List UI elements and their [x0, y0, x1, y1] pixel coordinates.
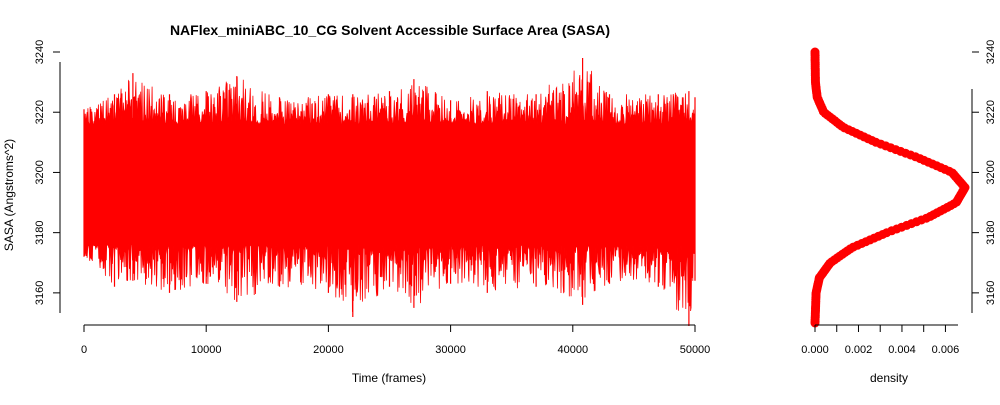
sasa-time-series-plot: 0 10000 20000 30000 40000 50000 3160318032003…: [2, 40, 710, 385]
density-x-axis-label: density: [870, 371, 908, 385]
x-tick-label: 50000: [680, 344, 711, 356]
density-y-tick-label: 3240: [985, 40, 997, 64]
x-axis-label: Time (frames): [352, 371, 426, 385]
density-point: [810, 47, 820, 57]
density-y-tick-label: 3180: [985, 220, 997, 244]
y-tick-label: 3200: [34, 160, 46, 184]
density-x-tick-label: 0.006: [932, 344, 960, 356]
sasa-trace: [83, 58, 696, 326]
density-x-tick-label: 0.004: [888, 344, 916, 356]
density-y-axis-ticks: 3160 3180 3200 3220 3240: [972, 40, 997, 305]
density-y-tick-label: 3200: [985, 160, 997, 184]
density-y-tick-label: 3160: [985, 281, 997, 305]
density-curve: [810, 47, 970, 328]
density-plot: 0.000 0.002 0.004 0.006 3160 3180 3200 3220 324…: [801, 40, 997, 385]
y-tick-label: 3160: [34, 281, 46, 305]
x-tick-label: 10000: [191, 344, 222, 356]
density-x-tick-label: 0.000: [801, 344, 829, 356]
y-axis-ticks: 3160 3180 3200 3220 3240: [34, 40, 60, 305]
x-tick-label: 40000: [558, 344, 589, 356]
y-tick-label: 3240: [34, 40, 46, 64]
density-x-axis-ticks: 0.000 0.002 0.004 0.006: [801, 325, 959, 356]
x-tick-label: 20000: [313, 344, 344, 356]
x-axis-ticks: 0 10000 20000 30000 40000 50000: [81, 325, 710, 356]
density-y-tick-label: 3220: [985, 100, 997, 124]
x-tick-label: 0: [81, 344, 87, 356]
x-tick-label: 30000: [435, 344, 466, 356]
y-tick-label: 3180: [34, 220, 46, 244]
density-x-tick-label: 0.002: [845, 344, 873, 356]
y-tick-label: 3220: [34, 100, 46, 124]
y-axis-label: SASA (Angstroms^2): [2, 139, 16, 251]
chart-title: NAFlex_miniABC_10_CG Solvent Accessible …: [170, 22, 610, 38]
